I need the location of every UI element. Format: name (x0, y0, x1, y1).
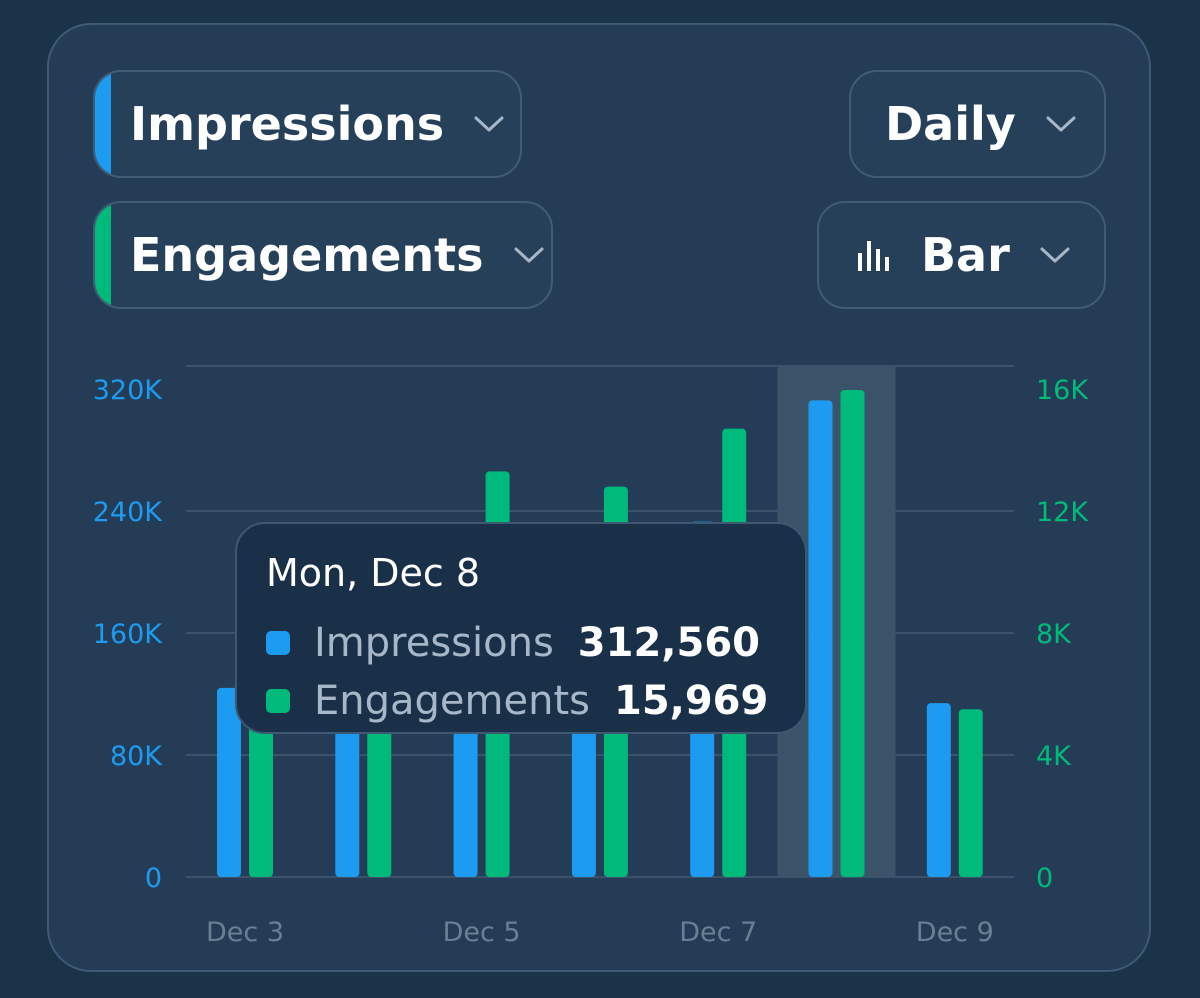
tooltip-series-name: Impressions (314, 620, 554, 666)
tooltip-row-engagements: Engagements 15,969 (266, 672, 777, 730)
x-tick-label: Dec 9 (916, 917, 994, 948)
chevron-down-icon (474, 116, 504, 132)
y-right-tick-label: 12K (1036, 497, 1089, 528)
period-dropdown[interactable]: Daily (849, 70, 1106, 178)
x-tick-label: Dec 7 (679, 917, 757, 948)
y-right-tick-label: 16K (1036, 375, 1089, 406)
chart-tooltip: Mon, Dec 8 Impressions 312,560 Engagemen… (235, 522, 807, 734)
y-left-tick-label: 0 (145, 863, 162, 894)
y-right-tick-label: 8K (1036, 619, 1072, 650)
tooltip-series-name: Engagements (314, 678, 590, 724)
x-tick-label: Dec 3 (206, 917, 284, 948)
tooltip-series-value: 15,969 (613, 678, 769, 724)
y-left-tick-label: 240K (93, 497, 164, 528)
bar-engagements-dec-8[interactable] (840, 389, 865, 877)
bar-impressions-dec-8[interactable] (808, 400, 833, 877)
secondary-metric-label: Engagements (130, 228, 484, 282)
primary-metric-color-indicator (95, 72, 111, 176)
bar-impressions-dec-9[interactable] (926, 703, 951, 877)
secondary-metric-dropdown[interactable]: Engagements (93, 201, 553, 309)
impressions-swatch (266, 631, 290, 655)
bar-impressions-dec-3[interactable] (217, 687, 241, 877)
y-left-tick-label: 160K (93, 619, 164, 650)
chart-type-dropdown[interactable]: Bar (817, 201, 1106, 309)
tooltip-row-impressions: Impressions 312,560 (266, 614, 777, 672)
secondary-metric-color-indicator (95, 203, 111, 307)
y-right-tick-label: 0 (1036, 863, 1053, 894)
chevron-down-icon (514, 247, 544, 263)
bar-chart-icon (858, 241, 889, 271)
y-right-tick-label: 4K (1036, 741, 1072, 772)
primary-metric-label: Impressions (130, 97, 445, 151)
chevron-down-icon (1046, 116, 1076, 132)
engagements-swatch (266, 689, 290, 713)
y-left-tick-label: 320K (93, 375, 164, 406)
tooltip-series-value: 312,560 (577, 620, 760, 666)
y-left-tick-label: 80K (110, 741, 163, 772)
x-tick-label: Dec 5 (443, 917, 521, 948)
tooltip-date: Mon, Dec 8 (266, 551, 481, 595)
chart-type-label: Bar (921, 228, 1010, 282)
primary-metric-dropdown[interactable]: Impressions (93, 70, 522, 178)
period-label: Daily (885, 97, 1016, 151)
chevron-down-icon (1040, 247, 1070, 263)
bar-engagements-dec-9[interactable] (958, 709, 983, 877)
